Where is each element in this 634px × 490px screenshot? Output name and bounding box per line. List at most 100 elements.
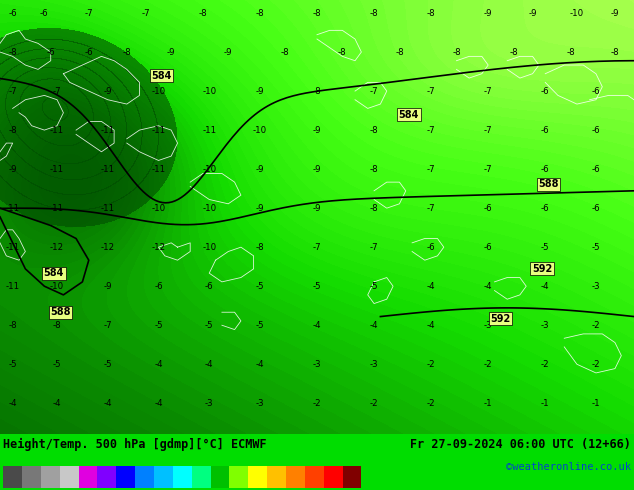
Text: -5: -5: [592, 243, 600, 252]
Text: -2: -2: [427, 399, 436, 408]
FancyBboxPatch shape: [210, 466, 230, 488]
Text: -5: -5: [541, 243, 550, 252]
Text: -2: -2: [427, 360, 436, 369]
FancyBboxPatch shape: [305, 466, 324, 488]
FancyBboxPatch shape: [342, 466, 361, 488]
FancyBboxPatch shape: [191, 466, 210, 488]
FancyBboxPatch shape: [41, 466, 60, 488]
Text: -9: -9: [528, 8, 537, 18]
Text: -10: -10: [202, 204, 216, 213]
Text: -2: -2: [592, 321, 600, 330]
Text: -2: -2: [313, 399, 321, 408]
Text: -10: -10: [152, 204, 165, 213]
Text: -10: -10: [202, 165, 216, 173]
Text: -9: -9: [313, 204, 321, 213]
Text: -11: -11: [50, 204, 64, 213]
Text: -7: -7: [141, 8, 150, 18]
Text: -1: -1: [592, 399, 600, 408]
Text: -3: -3: [205, 399, 214, 408]
Text: -4: -4: [427, 282, 436, 291]
Text: -4: -4: [154, 360, 163, 369]
Text: -6: -6: [154, 282, 163, 291]
FancyBboxPatch shape: [324, 466, 342, 488]
Text: -10: -10: [202, 87, 216, 96]
Text: -8: -8: [370, 165, 378, 173]
Text: -4: -4: [103, 399, 112, 408]
Text: -3: -3: [370, 360, 378, 369]
Text: -9: -9: [256, 87, 264, 96]
Text: -8: -8: [370, 125, 378, 135]
Text: -11: -11: [101, 204, 115, 213]
Text: -2: -2: [592, 360, 600, 369]
Text: -5: -5: [256, 321, 264, 330]
Text: -4: -4: [256, 360, 264, 369]
Text: -4: -4: [484, 282, 493, 291]
Text: -8: -8: [509, 48, 518, 56]
Text: -11: -11: [152, 165, 165, 173]
Text: -7: -7: [427, 165, 436, 173]
Text: -8: -8: [8, 321, 17, 330]
Text: 592: 592: [491, 314, 511, 324]
Text: -6: -6: [592, 165, 600, 173]
Text: -8: -8: [370, 204, 378, 213]
Text: -11: -11: [6, 282, 20, 291]
Text: 584: 584: [399, 110, 419, 120]
Text: -8: -8: [53, 321, 61, 330]
Text: -12: -12: [152, 243, 165, 252]
Text: -8: -8: [8, 125, 17, 135]
FancyBboxPatch shape: [116, 466, 135, 488]
Text: Height/Temp. 500 hPa [gdmp][°C] ECMWF: Height/Temp. 500 hPa [gdmp][°C] ECMWF: [3, 438, 267, 451]
Text: -7: -7: [8, 87, 17, 96]
FancyBboxPatch shape: [135, 466, 154, 488]
Text: -6: -6: [8, 8, 17, 18]
Text: -4: -4: [8, 399, 17, 408]
Text: -3: -3: [541, 321, 550, 330]
Text: -10: -10: [202, 243, 216, 252]
Text: -8: -8: [8, 48, 17, 56]
Text: -3: -3: [256, 399, 264, 408]
Text: -8: -8: [338, 48, 347, 56]
Text: -11: -11: [6, 243, 20, 252]
Text: -6: -6: [592, 125, 600, 135]
Text: -9: -9: [313, 165, 321, 173]
Text: -7: -7: [370, 243, 378, 252]
Text: -2: -2: [541, 360, 550, 369]
Text: 588: 588: [538, 179, 559, 189]
Text: -5: -5: [154, 321, 163, 330]
Text: -2: -2: [370, 399, 378, 408]
Text: -5: -5: [53, 360, 61, 369]
Text: -6: -6: [541, 87, 550, 96]
Text: -4: -4: [313, 321, 321, 330]
FancyBboxPatch shape: [98, 466, 116, 488]
Text: -7: -7: [313, 243, 321, 252]
Text: -11: -11: [202, 125, 216, 135]
Text: -4: -4: [427, 321, 436, 330]
Text: -8: -8: [452, 48, 461, 56]
Text: -6: -6: [541, 204, 550, 213]
Text: -12: -12: [50, 243, 64, 252]
Text: -9: -9: [103, 87, 112, 96]
Text: -10: -10: [152, 87, 165, 96]
Text: -5: -5: [256, 282, 264, 291]
FancyBboxPatch shape: [230, 466, 249, 488]
Text: 588: 588: [50, 307, 70, 317]
Text: -7: -7: [484, 125, 493, 135]
Text: -11: -11: [6, 204, 20, 213]
FancyBboxPatch shape: [173, 466, 191, 488]
Text: -9: -9: [167, 48, 176, 56]
Text: -9: -9: [224, 48, 233, 56]
Text: -4: -4: [154, 399, 163, 408]
FancyBboxPatch shape: [267, 466, 286, 488]
Text: -9: -9: [256, 165, 264, 173]
Text: -7: -7: [484, 87, 493, 96]
Text: -10: -10: [50, 282, 64, 291]
Text: -6: -6: [484, 204, 493, 213]
Text: -10: -10: [253, 125, 267, 135]
Text: -7: -7: [370, 87, 378, 96]
FancyBboxPatch shape: [286, 466, 305, 488]
Text: -10: -10: [570, 8, 584, 18]
Text: -9: -9: [256, 204, 264, 213]
Text: -8: -8: [198, 8, 207, 18]
Text: -7: -7: [427, 87, 436, 96]
Text: -9: -9: [103, 282, 112, 291]
